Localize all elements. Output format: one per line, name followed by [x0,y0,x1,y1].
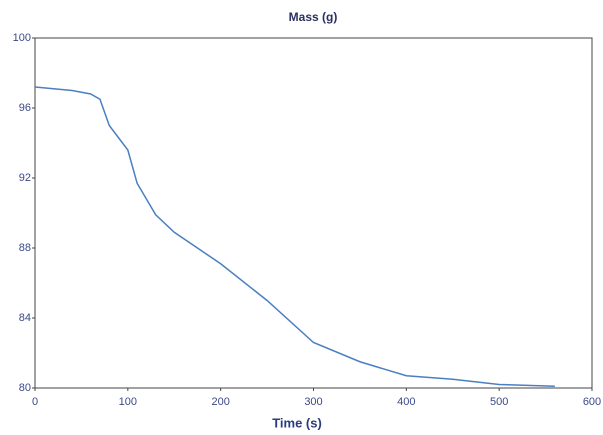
x-tick-label: 500 [490,396,508,408]
y-tick-label: 96 [19,102,31,114]
y-tick-label: 92 [19,172,31,184]
y-tick-label: 80 [19,382,31,394]
x-tick-label: 200 [211,396,229,408]
x-axis-label: Time (s) [272,415,322,430]
y-tick-label: 100 [13,32,31,44]
y-tick-label: 84 [19,312,31,324]
plot-area [34,37,593,389]
x-tick-label: 400 [397,396,415,408]
x-tick-label: 600 [583,396,601,408]
x-tick-label: 100 [119,396,137,408]
x-tick-label: 300 [304,396,322,408]
data-line [34,86,555,387]
x-tick-label: 0 [32,396,38,408]
y-tick-label: 88 [19,242,31,254]
chart-title: Mass (g) [289,10,338,24]
